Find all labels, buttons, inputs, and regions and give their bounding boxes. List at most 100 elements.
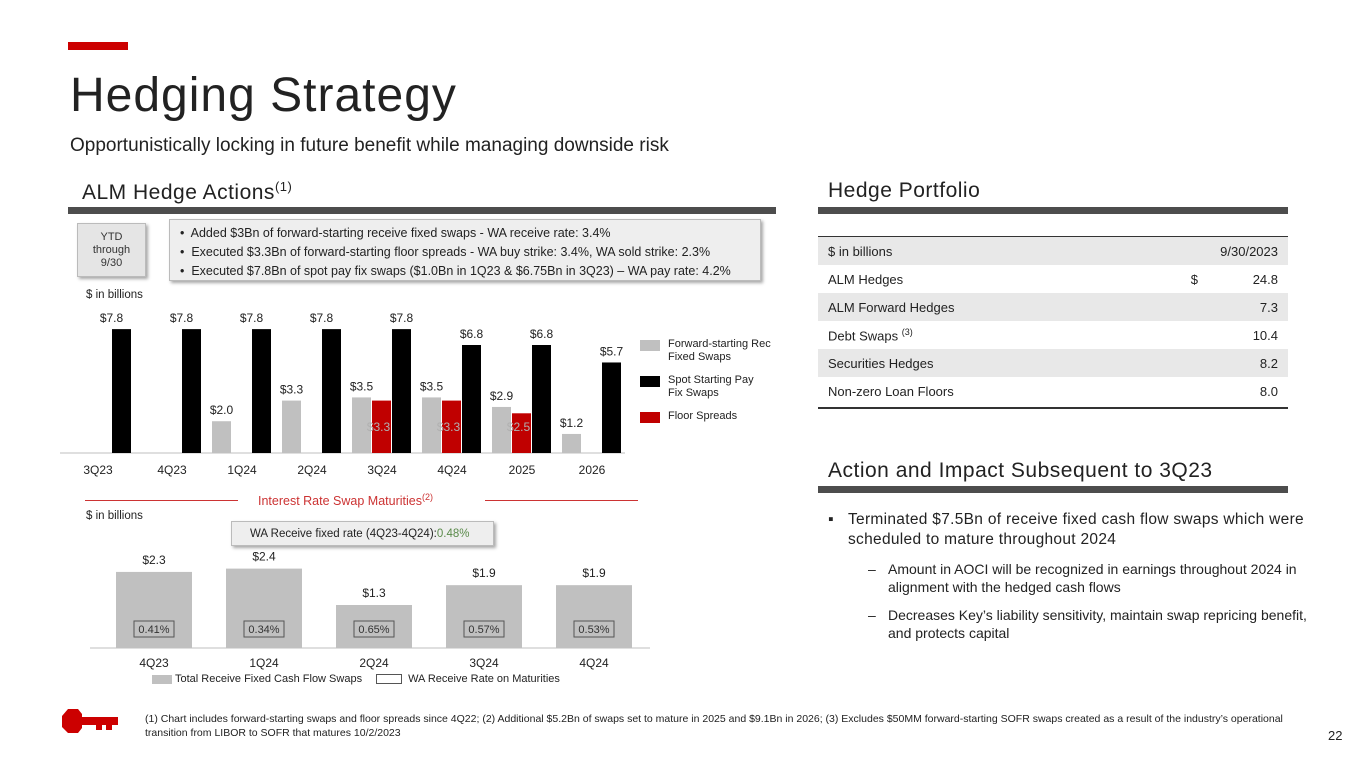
pay-fix-label: $7.8 (170, 311, 194, 325)
wa-rate-box (463, 620, 505, 638)
legend-label: Forward-starting Rec Fixed Swaps (668, 338, 771, 363)
alm-bullet-text: Executed $7.8Bn of spot pay fix swaps ($… (191, 264, 731, 278)
maturities-rule-right (485, 500, 638, 501)
x-tick-label: 4Q24 (437, 463, 467, 477)
table-row-label: ALM Hedges (818, 265, 1147, 293)
table-row: Debt Swaps (3) 10.4 (818, 321, 1288, 349)
portfolio-heading-bar (818, 207, 1288, 214)
maturity-value-label: $1.3 (362, 586, 386, 600)
row-label-text: ALM Forward Hedges (828, 299, 955, 315)
page-subtitle: Opportunistically locking in future bene… (70, 135, 669, 156)
maturity-bar (116, 571, 192, 648)
pay-fix-bar (392, 329, 411, 453)
pay-fix-bar (532, 345, 551, 453)
maturity-value-label: $1.9 (472, 566, 496, 580)
legend-swatch (640, 376, 660, 387)
maturities-heading-sup: (2) (421, 492, 433, 502)
alm-heading-bar (68, 207, 776, 214)
impact-sub-bullet: – Amount in AOCI will be recognized in ea… (868, 560, 1308, 596)
row-label-text: Debt Swaps (828, 328, 899, 344)
legend-label: WA Receive Rate on Maturities (408, 673, 560, 685)
legend-label: Total Receive Fixed Cash Flow Swaps (175, 673, 363, 685)
alm-bullet: • Added $3Bn of forward-starting receive… (180, 226, 611, 240)
page-number: 22 (1328, 728, 1343, 743)
table-row-value: 8.2 (1208, 349, 1288, 377)
row-label-text: Securities Hedges (828, 355, 934, 371)
impact-main-bullet: ▪ Terminated $7.5Bn of receive fixed cash… (828, 510, 1308, 550)
maturity-bar (336, 605, 412, 648)
table-header-row: $ in billions 9/30/2023 (818, 237, 1288, 265)
pay-fix-bar (322, 329, 341, 453)
alm-bullet-text: Added $3Bn of forward-starting receive f… (190, 226, 611, 240)
x-tick-label: 2Q24 (359, 656, 389, 670)
table-row-value: 8.0 (1259, 383, 1278, 399)
table-row: Securities Hedges 8.2 (818, 349, 1288, 377)
table-row-value: 24.8 (1252, 271, 1278, 287)
floor-spread-bar (442, 400, 461, 453)
alm-bullet: • Executed $3.3Bn of forward-starting fl… (180, 245, 711, 259)
pay-fix-bar (252, 329, 271, 453)
floor-spread-bar (372, 400, 391, 453)
table-currency-cell (1147, 377, 1208, 405)
ytd-box: YTD through 9/30 (77, 223, 146, 277)
wa-rate-label: 0.65% (358, 624, 389, 636)
rec-fixed-label: $3.5 (420, 379, 444, 393)
x-tick-label: 1Q24 (249, 656, 279, 670)
row-label-sup: (3) (901, 326, 913, 337)
floor-spread-label: $3.3 (367, 420, 391, 434)
maturities-rule-left (85, 500, 238, 501)
table-currency-cell (1146, 237, 1208, 265)
x-tick-label: 2025 (509, 463, 536, 477)
wa-rate-label: 0.41% (138, 624, 169, 636)
pay-fix-label: $6.8 (460, 327, 484, 341)
pay-fix-label: $6.8 (530, 327, 554, 341)
pay-fix-label: $5.7 (600, 344, 624, 358)
ytd-line: YTD (100, 230, 123, 243)
legend-label: Spot Starting Pay Fix Swaps (668, 374, 754, 399)
maturity-bar (556, 585, 632, 648)
x-tick-label: 3Q24 (469, 656, 499, 670)
table-row-value: 10.4 (1252, 327, 1278, 343)
row-label-text: Non-zero Loan Floors (828, 383, 954, 399)
x-tick-label: 2Q24 (297, 463, 327, 477)
impact-heading-bar (818, 486, 1288, 493)
alm-bullet-text: Executed $3.3Bn of forward-starting floo… (191, 245, 711, 259)
impact-content: ▪ Terminated $7.5Bn of receive fixed cash… (828, 510, 1308, 642)
legend-item-floor: Floor Spreads (640, 410, 788, 423)
table-row-label: Securities Hedges (818, 349, 1147, 377)
wa-rate-box (573, 620, 615, 638)
impact-sub-text: Decreases Key’s liability sensitivity, m… (888, 607, 1307, 641)
rec-fixed-bar (562, 433, 581, 453)
ytd-line: 9/30 (100, 256, 123, 269)
alm-bullets-box: • Added $3Bn of forward-starting receive… (169, 219, 761, 281)
maturities-heading-text: Interest Rate Swap Maturities (258, 494, 422, 509)
rec-fixed-label: $1.2 (560, 416, 584, 430)
maturity-value-label: $2.3 (142, 553, 166, 567)
legend-item-rec-fixed: Forward-starting Rec Fixed Swaps (640, 338, 788, 364)
table-row-value: 7.3 (1208, 293, 1288, 321)
page-title: Hedging Strategy (70, 69, 457, 122)
table-currency-cell (1147, 321, 1208, 349)
x-tick-label: 1Q24 (227, 463, 257, 477)
legend-swatch (640, 412, 660, 423)
rec-fixed-label: $3.3 (280, 383, 304, 397)
hedge-portfolio-table: $ in billions 9/30/2023 ALM Hedges $ 24.… (818, 237, 1288, 405)
rec-fixed-bar (282, 400, 301, 453)
wa-rate-label: 0.34% (248, 624, 279, 636)
impact-main-text: Terminated $7.5Bn of receive fixed cash … (848, 511, 1304, 548)
alm-unit-label: $ in billions (86, 289, 143, 301)
floor-spread-label: $2.5 (507, 420, 531, 434)
alm-hedge-chart: $7.8 3Q23 $7.8 4Q23 $2.0 $7.8 1Q24 $3.3 $7.8 2Q24… (60, 311, 625, 477)
portfolio-heading: Hedge Portfolio (828, 179, 981, 202)
table-header-label: $ in billions (818, 237, 1147, 265)
table-row: ALM Forward Hedges 7.3 (818, 293, 1288, 321)
maturities-chart: $2.3 0.41% 4Q23 $2.4 0.34% 1Q24 $1.3 0.65% 2Q24 $… (90, 550, 650, 670)
legend-label: Floor Spreads (668, 410, 738, 422)
floor-spread-label: $3.3 (437, 420, 461, 434)
wa-rate-box (353, 620, 395, 638)
table-currency-cell (1146, 293, 1208, 321)
table-row: ALM Hedges $ 24.8 (818, 265, 1288, 293)
table-currency-cell: $ (1190, 271, 1198, 287)
alm-heading: ALM Hedge Actions(1) (82, 179, 292, 205)
title-accent-bar (68, 42, 128, 50)
